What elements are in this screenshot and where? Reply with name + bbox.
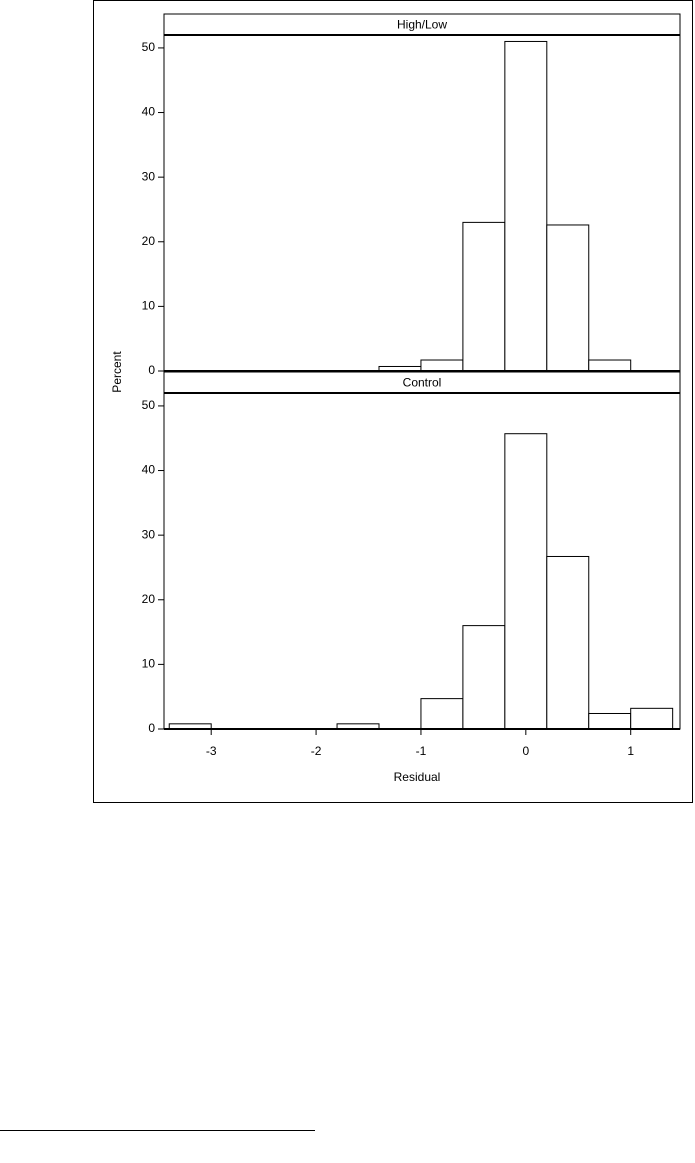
y-tick-label: 0 — [148, 363, 155, 377]
bar — [504, 40, 548, 372]
y-tick-label: 30 — [142, 527, 156, 541]
bar — [420, 359, 464, 372]
panel-title: Control — [403, 376, 442, 390]
y-tick-label: 0 — [148, 721, 155, 735]
x-axis-label: Residual — [394, 770, 441, 784]
plot-area — [163, 392, 681, 730]
x-tick-label: 1 — [627, 744, 634, 758]
x-tick-label: 0 — [522, 744, 529, 758]
y-tick-label: 10 — [142, 657, 156, 671]
y-tick-label: 50 — [142, 40, 156, 54]
bar — [630, 707, 674, 730]
y-tick-label: 50 — [142, 398, 156, 412]
bar — [420, 698, 464, 730]
frame — [93, 0, 693, 803]
y-axis-label: Percent — [110, 351, 124, 393]
x-tick-label: -3 — [206, 744, 217, 758]
x-tick-label: -1 — [416, 744, 427, 758]
bar — [546, 555, 590, 730]
y-tick-label: 30 — [142, 169, 156, 183]
y-tick-label: 10 — [142, 299, 156, 313]
y-tick-label: 40 — [142, 105, 156, 119]
x-tick-label: -2 — [311, 744, 322, 758]
bar — [546, 224, 590, 372]
bar — [588, 712, 632, 730]
panel-title: High/Low — [397, 18, 447, 32]
bar — [462, 221, 506, 372]
plot-area — [163, 34, 681, 372]
bar — [462, 625, 506, 730]
bar — [588, 359, 632, 372]
y-tick-label: 20 — [142, 234, 156, 248]
y-tick-label: 20 — [142, 592, 156, 606]
bar — [504, 433, 548, 730]
y-tick-label: 40 — [142, 463, 156, 477]
